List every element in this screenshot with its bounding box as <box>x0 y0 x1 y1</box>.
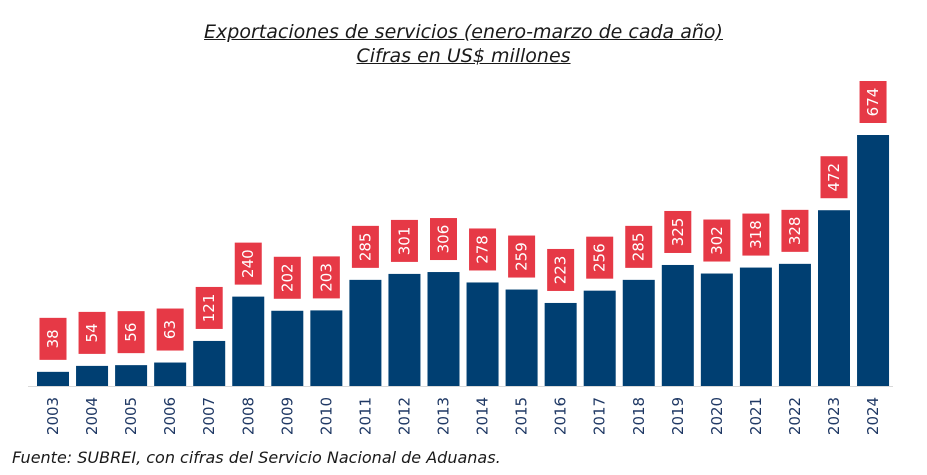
x-tick-label: 2008 <box>239 397 257 435</box>
data-label-box <box>234 242 262 285</box>
x-tick-label: 2003 <box>44 397 62 435</box>
bar <box>778 263 811 386</box>
chart-subtitle: Cifras en US$ millones <box>356 45 571 67</box>
data-label: 674 <box>864 88 882 117</box>
data-label: 203 <box>317 263 335 292</box>
bar <box>700 273 733 386</box>
x-tick-label: 2010 <box>317 397 335 435</box>
data-label: 121 <box>200 294 218 323</box>
bar <box>193 340 226 386</box>
bar <box>466 282 499 386</box>
bar <box>857 135 890 386</box>
source-note: Fuente: SUBREI, con cifras del Servicio … <box>12 448 501 467</box>
bar <box>349 279 382 386</box>
data-label-box <box>625 225 653 268</box>
data-label: 63 <box>161 320 179 339</box>
data-label-box <box>312 256 340 299</box>
x-tick-label: 2012 <box>395 397 413 435</box>
data-label: 285 <box>356 233 374 262</box>
data-label: 223 <box>552 256 570 285</box>
x-tick-label: 2022 <box>786 397 804 435</box>
data-label-box <box>508 235 536 278</box>
x-tick-label: 2024 <box>864 397 882 435</box>
data-label-box <box>78 311 106 354</box>
data-label-box <box>390 219 418 262</box>
bar <box>622 279 655 386</box>
x-tick-label: 2020 <box>708 397 726 435</box>
x-tick-label: 2007 <box>200 397 218 435</box>
bar <box>271 310 304 386</box>
data-label-box <box>703 219 731 262</box>
x-tick-label: 2014 <box>474 397 492 435</box>
x-tick-label: 2019 <box>669 397 687 435</box>
bar <box>310 310 343 386</box>
data-label-box <box>664 210 692 253</box>
x-tick-label: 2004 <box>83 397 101 435</box>
data-label-box <box>586 236 614 279</box>
data-label-box <box>469 228 497 271</box>
bar <box>427 272 460 386</box>
data-label: 259 <box>513 242 531 271</box>
data-label: 240 <box>239 249 257 278</box>
x-tick-label: 2015 <box>513 397 531 435</box>
x-tick-label: 2005 <box>122 397 140 435</box>
bar <box>661 264 694 386</box>
data-label: 318 <box>747 220 765 249</box>
data-label: 38 <box>44 329 62 348</box>
data-label: 56 <box>122 323 140 342</box>
data-label-box <box>742 213 770 256</box>
bar <box>505 289 538 386</box>
x-tick-label: 2009 <box>278 397 296 435</box>
data-label-box <box>820 156 848 199</box>
bar <box>232 296 265 386</box>
data-label-box <box>430 218 457 261</box>
data-label: 256 <box>591 243 609 272</box>
data-label-box <box>156 308 184 351</box>
data-label: 328 <box>786 217 804 246</box>
data-label: 202 <box>278 263 296 292</box>
x-tick-label: 2023 <box>825 397 843 435</box>
x-tick-label: 2018 <box>630 397 648 435</box>
bar <box>154 362 187 386</box>
data-label: 301 <box>395 227 413 256</box>
data-label: 302 <box>708 226 726 255</box>
bar <box>739 267 772 386</box>
x-tick-label: 2006 <box>161 397 179 435</box>
data-label: 325 <box>669 218 687 247</box>
bar <box>583 290 616 386</box>
data-label-box <box>273 256 301 299</box>
data-label-box <box>195 286 223 329</box>
bar <box>76 365 109 386</box>
bar <box>37 371 69 386</box>
x-tick-label: 2013 <box>435 397 453 435</box>
data-label-box <box>781 209 809 252</box>
data-label: 306 <box>435 225 453 254</box>
bar <box>544 302 577 386</box>
data-label-box <box>39 317 67 360</box>
x-tick-label: 2016 <box>552 397 570 435</box>
x-tick-label: 2021 <box>747 397 765 435</box>
data-label: 54 <box>83 323 101 342</box>
bar <box>818 210 850 386</box>
bar <box>115 365 148 386</box>
data-label: 285 <box>630 233 648 262</box>
data-label-box <box>351 225 379 268</box>
x-tick-label: 2017 <box>591 397 609 435</box>
data-label-box <box>117 311 145 354</box>
chart-title: Exportaciones de servicios (enero-marzo … <box>204 21 723 43</box>
data-label: 472 <box>825 163 843 192</box>
bar <box>388 273 421 386</box>
data-label: 278 <box>474 235 492 264</box>
data-label-box <box>547 248 575 291</box>
data-label-box <box>859 81 887 123</box>
x-tick-label: 2011 <box>356 397 374 435</box>
